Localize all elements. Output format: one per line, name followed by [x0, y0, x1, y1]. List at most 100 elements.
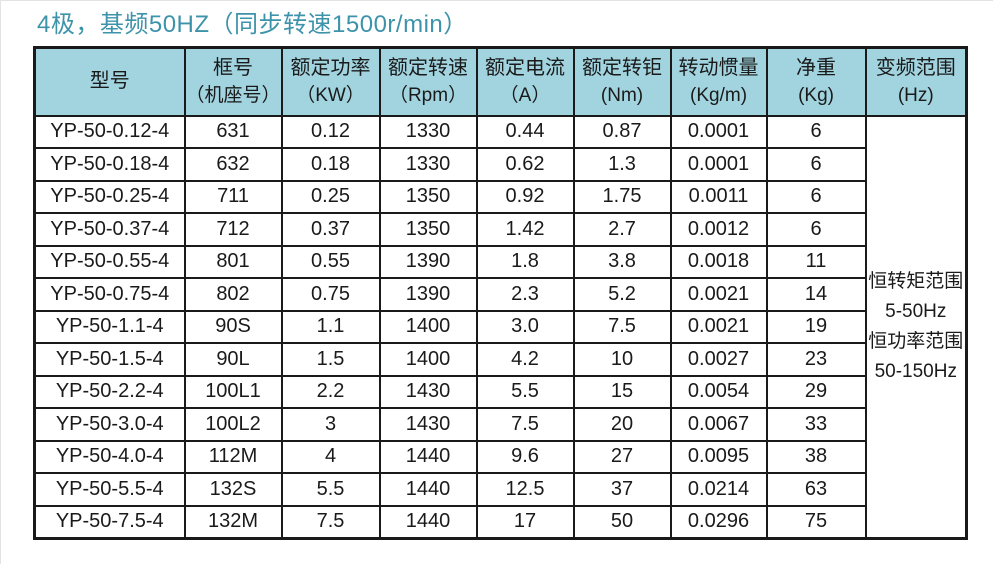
column-header: 额定功率 （KW） — [280, 46, 381, 117]
column-header: 额定电流 （A） — [475, 46, 575, 117]
table-cell: 27 — [572, 439, 672, 474]
table-cell: YP-50-0.55-4 — [33, 244, 186, 279]
column-header: 额定转钜 (Nm) — [572, 46, 672, 117]
table-cell: 0.0021 — [669, 309, 768, 344]
table-cell: YP-50-0.12-4 — [33, 114, 186, 149]
table-cell: 0.62 — [475, 147, 575, 182]
table-cell: 1440 — [378, 472, 478, 507]
table-cell: 5.5 — [475, 374, 575, 409]
table-cell: 37 — [572, 472, 672, 507]
table-cell: YP-50-1.1-4 — [33, 309, 186, 344]
table-cell: 0.0021 — [669, 277, 768, 312]
table-cell: 14 — [765, 277, 867, 312]
table-cell: 112M — [183, 439, 283, 474]
table-row: YP-50-0.12-4 631 0.12 1330 0.44 0.87 0.0001 6 恒转… — [33, 114, 968, 539]
table-cell: 1400 — [378, 342, 478, 377]
table-cell: 90L — [183, 342, 283, 377]
table-cell: 75 — [765, 504, 867, 539]
table-cell: YP-50-0.75-4 — [33, 277, 186, 312]
table-cell: 0.0011 — [669, 179, 768, 214]
table-cell: 3.0 — [475, 309, 575, 344]
table-cell: 0.75 — [280, 277, 381, 312]
table-row: YP-50-1.5-4 90L 1.5 1400 4.2 10 0.0027 23 — [33, 342, 967, 377]
table-cell: 10 — [572, 342, 672, 377]
table-cell: 1430 — [378, 374, 478, 409]
table-cell: 1350 — [378, 212, 478, 247]
table-cell: 1390 — [378, 244, 478, 279]
table-cell: 63 — [765, 472, 867, 507]
table-cell: YP-50-3.0-4 — [33, 407, 186, 442]
motor-spec-table: 型号 框号 （机座号） 额定功率 （KW） 额定转速 （Rpm） 额定电流 （A） 额定转钜 (Nm… — [33, 46, 969, 540]
table-cell: 11 — [765, 244, 867, 279]
table-cell: YP-50-4.0-4 — [33, 439, 186, 474]
table-cell: 100L2 — [183, 407, 283, 442]
table-cell: 1400 — [378, 309, 478, 344]
table-cell: 3.8 — [572, 244, 672, 279]
table-cell: 38 — [765, 439, 867, 474]
table-row: YP-50-3.0-4 100L2 3 1430 7.5 20 0.0067 33 — [33, 407, 967, 442]
table-cell: 5.2 — [572, 277, 672, 312]
column-header: 转动惯量 (Kg/m) — [669, 46, 768, 117]
table-cell: YP-50-0.37-4 — [33, 212, 186, 247]
table-cell: 0.18 — [280, 147, 381, 182]
table-cell: 7.5 — [475, 407, 575, 442]
table-cell: 1330 — [378, 147, 478, 182]
table-cell: 6 — [765, 212, 867, 247]
table-cell: 90S — [183, 309, 283, 344]
table-cell: 7.5 — [572, 309, 672, 344]
table-cell: YP-50-5.5-4 — [33, 472, 186, 507]
table-cell: 23 — [765, 342, 867, 377]
table-cell: 1330 — [378, 114, 478, 149]
table-cell: 0.87 — [572, 114, 672, 149]
table-cell: 0.0027 — [669, 342, 768, 377]
table-row: YP-50-7.5-4 132M 7.5 1440 17 50 0.0296 75 — [33, 504, 967, 539]
table-cell: 6 — [765, 147, 867, 182]
table-cell: 0.0001 — [669, 147, 768, 182]
table-cell: 3 — [280, 407, 381, 442]
table-cell: 1440 — [378, 504, 478, 539]
table-cell: YP-50-0.25-4 — [33, 179, 186, 214]
table-cell: 29 — [765, 374, 867, 409]
column-header: 型号 — [33, 46, 186, 117]
table-cell: 17 — [475, 504, 575, 539]
table-cell: 4 — [280, 439, 381, 474]
table-cell: 0.0012 — [669, 212, 768, 247]
table-cell: 1.75 — [572, 179, 672, 214]
table-cell: 0.0001 — [669, 114, 768, 149]
table-cell: 132S — [183, 472, 283, 507]
table-cell: 0.55 — [280, 244, 381, 279]
table-cell: 1.1 — [280, 309, 381, 344]
table-cell: YP-50-0.18-4 — [33, 147, 186, 182]
table-cell: 801 — [183, 244, 283, 279]
table-row: YP-50-4.0-4 112M 4 1440 9.6 27 0.0095 38 — [33, 439, 967, 474]
table-cell: 132M — [183, 504, 283, 539]
table-cell: 712 — [183, 212, 283, 247]
table-cell: 711 — [183, 179, 283, 214]
table-cell: 1430 — [378, 407, 478, 442]
table-row: YP-50-0.18-4 632 0.18 1330 0.62 1.3 0.0001 6 — [33, 147, 967, 182]
table-cell: 7.5 — [280, 504, 381, 539]
column-header: 额定转速 （Rpm） — [378, 46, 478, 117]
table-cell: 1390 — [378, 277, 478, 312]
column-header: 框号 （机座号） — [183, 46, 283, 117]
header-row: 型号 框号 （机座号） 额定功率 （KW） 额定转速 （Rpm） 额定电流 （A） 额定转钜 (Nm… — [33, 46, 968, 117]
table-cell: 0.0067 — [669, 407, 768, 442]
table-cell: 1440 — [378, 439, 478, 474]
table-row: YP-50-0.75-4 802 0.75 1390 2.3 5.2 0.0021 14 — [33, 277, 967, 312]
table-cell: YP-50-1.5-4 — [33, 342, 186, 377]
table-cell: 0.12 — [280, 114, 381, 149]
table-cell: 1.5 — [280, 342, 381, 377]
table-cell: 0.0214 — [669, 472, 768, 507]
table-cell: 2.2 — [280, 374, 381, 409]
table-cell: 50 — [572, 504, 672, 539]
table-cell: YP-50-7.5-4 — [33, 504, 186, 539]
table-cell: 2.7 — [572, 212, 672, 247]
table-row: YP-50-5.5-4 132S 5.5 1440 12.5 37 0.0214 63 — [33, 472, 967, 507]
table-cell: 9.6 — [475, 439, 575, 474]
table-cell: 6 — [765, 114, 867, 149]
table-cell: 1350 — [378, 179, 478, 214]
table-cell: 1.3 — [572, 147, 672, 182]
table-cell: 1.8 — [475, 244, 575, 279]
table-cell: YP-50-2.2-4 — [33, 374, 186, 409]
table-row: YP-50-2.2-4 100L1 2.2 1430 5.5 15 0.0054 29 — [33, 374, 967, 409]
